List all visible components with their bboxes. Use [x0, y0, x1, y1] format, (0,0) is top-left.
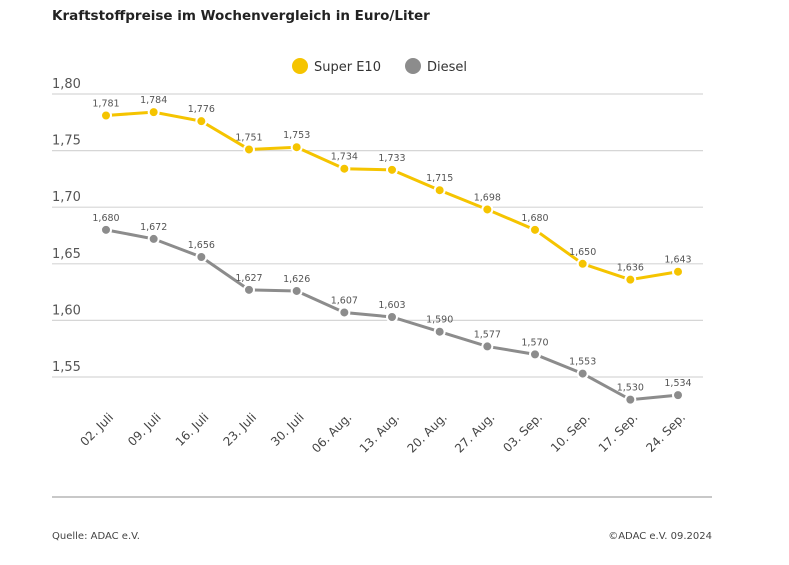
data-label: 1,530 [617, 383, 644, 394]
data-label: 1,626 [283, 274, 310, 285]
x-tick-label: 17. Sep. [596, 410, 641, 455]
data-label: 1,627 [235, 273, 262, 284]
data-label: 1,607 [331, 295, 358, 306]
source-note: Quelle: ADAC e.V. [52, 531, 140, 542]
data-label: 1,733 [378, 153, 405, 164]
data-point [624, 273, 637, 286]
data-point [481, 203, 494, 216]
data-label: 1,577 [474, 329, 501, 340]
data-label: 1,753 [283, 130, 310, 141]
data-label: 1,672 [140, 222, 167, 233]
legend-label: Diesel [427, 60, 467, 75]
data-point [624, 393, 637, 406]
data-point [100, 109, 112, 122]
y-tick-label: 1,75 [52, 134, 81, 149]
x-tick-label: 24. Sep. [643, 410, 688, 455]
data-point [529, 348, 541, 361]
chart-title: Kraftstoffpreise im Wochenvergleich in E… [52, 8, 430, 24]
data-label: 1,650 [569, 247, 596, 258]
data-point [195, 115, 208, 128]
legend-marker [292, 58, 308, 74]
y-tick-label: 1,80 [52, 77, 81, 92]
data-point [386, 311, 398, 324]
data-point [576, 257, 589, 270]
data-label: 1,776 [188, 104, 215, 115]
data-label: 1,680 [92, 213, 119, 224]
data-label: 1,781 [92, 99, 119, 110]
x-tick-label: 30. Juli [268, 410, 307, 449]
data-label: 1,784 [140, 95, 167, 106]
x-tick-label: 02. Juli [77, 410, 116, 449]
data-point [338, 306, 351, 319]
data-point [433, 325, 446, 338]
y-tick-label: 1,65 [52, 247, 81, 262]
x-tick-label: 10. Sep. [548, 410, 593, 455]
data-point [672, 265, 684, 278]
data-point [672, 389, 684, 402]
data-label: 1,603 [378, 300, 405, 311]
data-label: 1,698 [474, 192, 501, 203]
series-super-e10: 1,781 1,784 1,776 1,751 1,753 1,734 1,733 1,715… [92, 95, 692, 286]
data-point [386, 163, 398, 176]
x-axis: 02. Juli 09. Juli 16. Juli 23. Juli 30. Juli… [77, 410, 688, 455]
data-label: 1,715 [426, 173, 453, 184]
legend-label: Super E10 [314, 60, 381, 75]
x-tick-label: 20. Aug. [404, 410, 449, 455]
data-point [576, 367, 589, 380]
data-point [243, 143, 255, 156]
data-label: 1,751 [235, 132, 262, 143]
data-point [195, 251, 208, 264]
data-point [290, 141, 303, 154]
data-label: 1,643 [664, 255, 691, 266]
data-point [147, 106, 160, 119]
x-tick-label: 13. Aug. [357, 410, 402, 455]
data-label: 1,570 [521, 337, 548, 348]
y-tick-label: 1,60 [52, 303, 81, 318]
data-label: 1,680 [521, 213, 548, 224]
data-label: 1,553 [569, 357, 596, 368]
x-tick-label: 06. Aug. [309, 410, 354, 455]
data-point [100, 223, 112, 236]
y-tick-label: 1,55 [52, 360, 81, 375]
data-label: 1,656 [188, 240, 215, 251]
data-point [243, 283, 255, 296]
x-tick-label: 16. Juli [173, 410, 212, 449]
data-point [481, 340, 494, 353]
data-label: 1,636 [617, 263, 644, 274]
legend: Super E10 Diesel [292, 58, 467, 75]
x-tick-label: 23. Juli [220, 410, 259, 449]
x-tick-label: 09. Juli [125, 410, 164, 449]
data-label: 1,590 [426, 315, 453, 326]
grid: 1,80 1,75 1,70 1,65 1,60 1,55 [52, 77, 703, 378]
data-point [529, 223, 541, 236]
series-diesel: 1,680 1,672 1,656 1,627 1,626 1,607 1,603 1,590… [92, 213, 692, 406]
data-label: 1,734 [331, 152, 358, 163]
y-tick-label: 1,70 [52, 190, 81, 205]
legend-marker [405, 58, 421, 74]
x-tick-label: 03. Sep. [500, 410, 545, 455]
data-point [433, 184, 446, 197]
data-label: 1,534 [664, 378, 691, 389]
data-point [290, 284, 303, 297]
data-point [147, 232, 160, 245]
series-group: 1,781 1,784 1,776 1,751 1,753 1,734 1,733 1,715… [92, 95, 692, 406]
data-point [338, 162, 351, 175]
copyright-note: ©ADAC e.V. 09.2024 [608, 531, 712, 542]
x-tick-label: 27. Aug. [452, 410, 497, 455]
